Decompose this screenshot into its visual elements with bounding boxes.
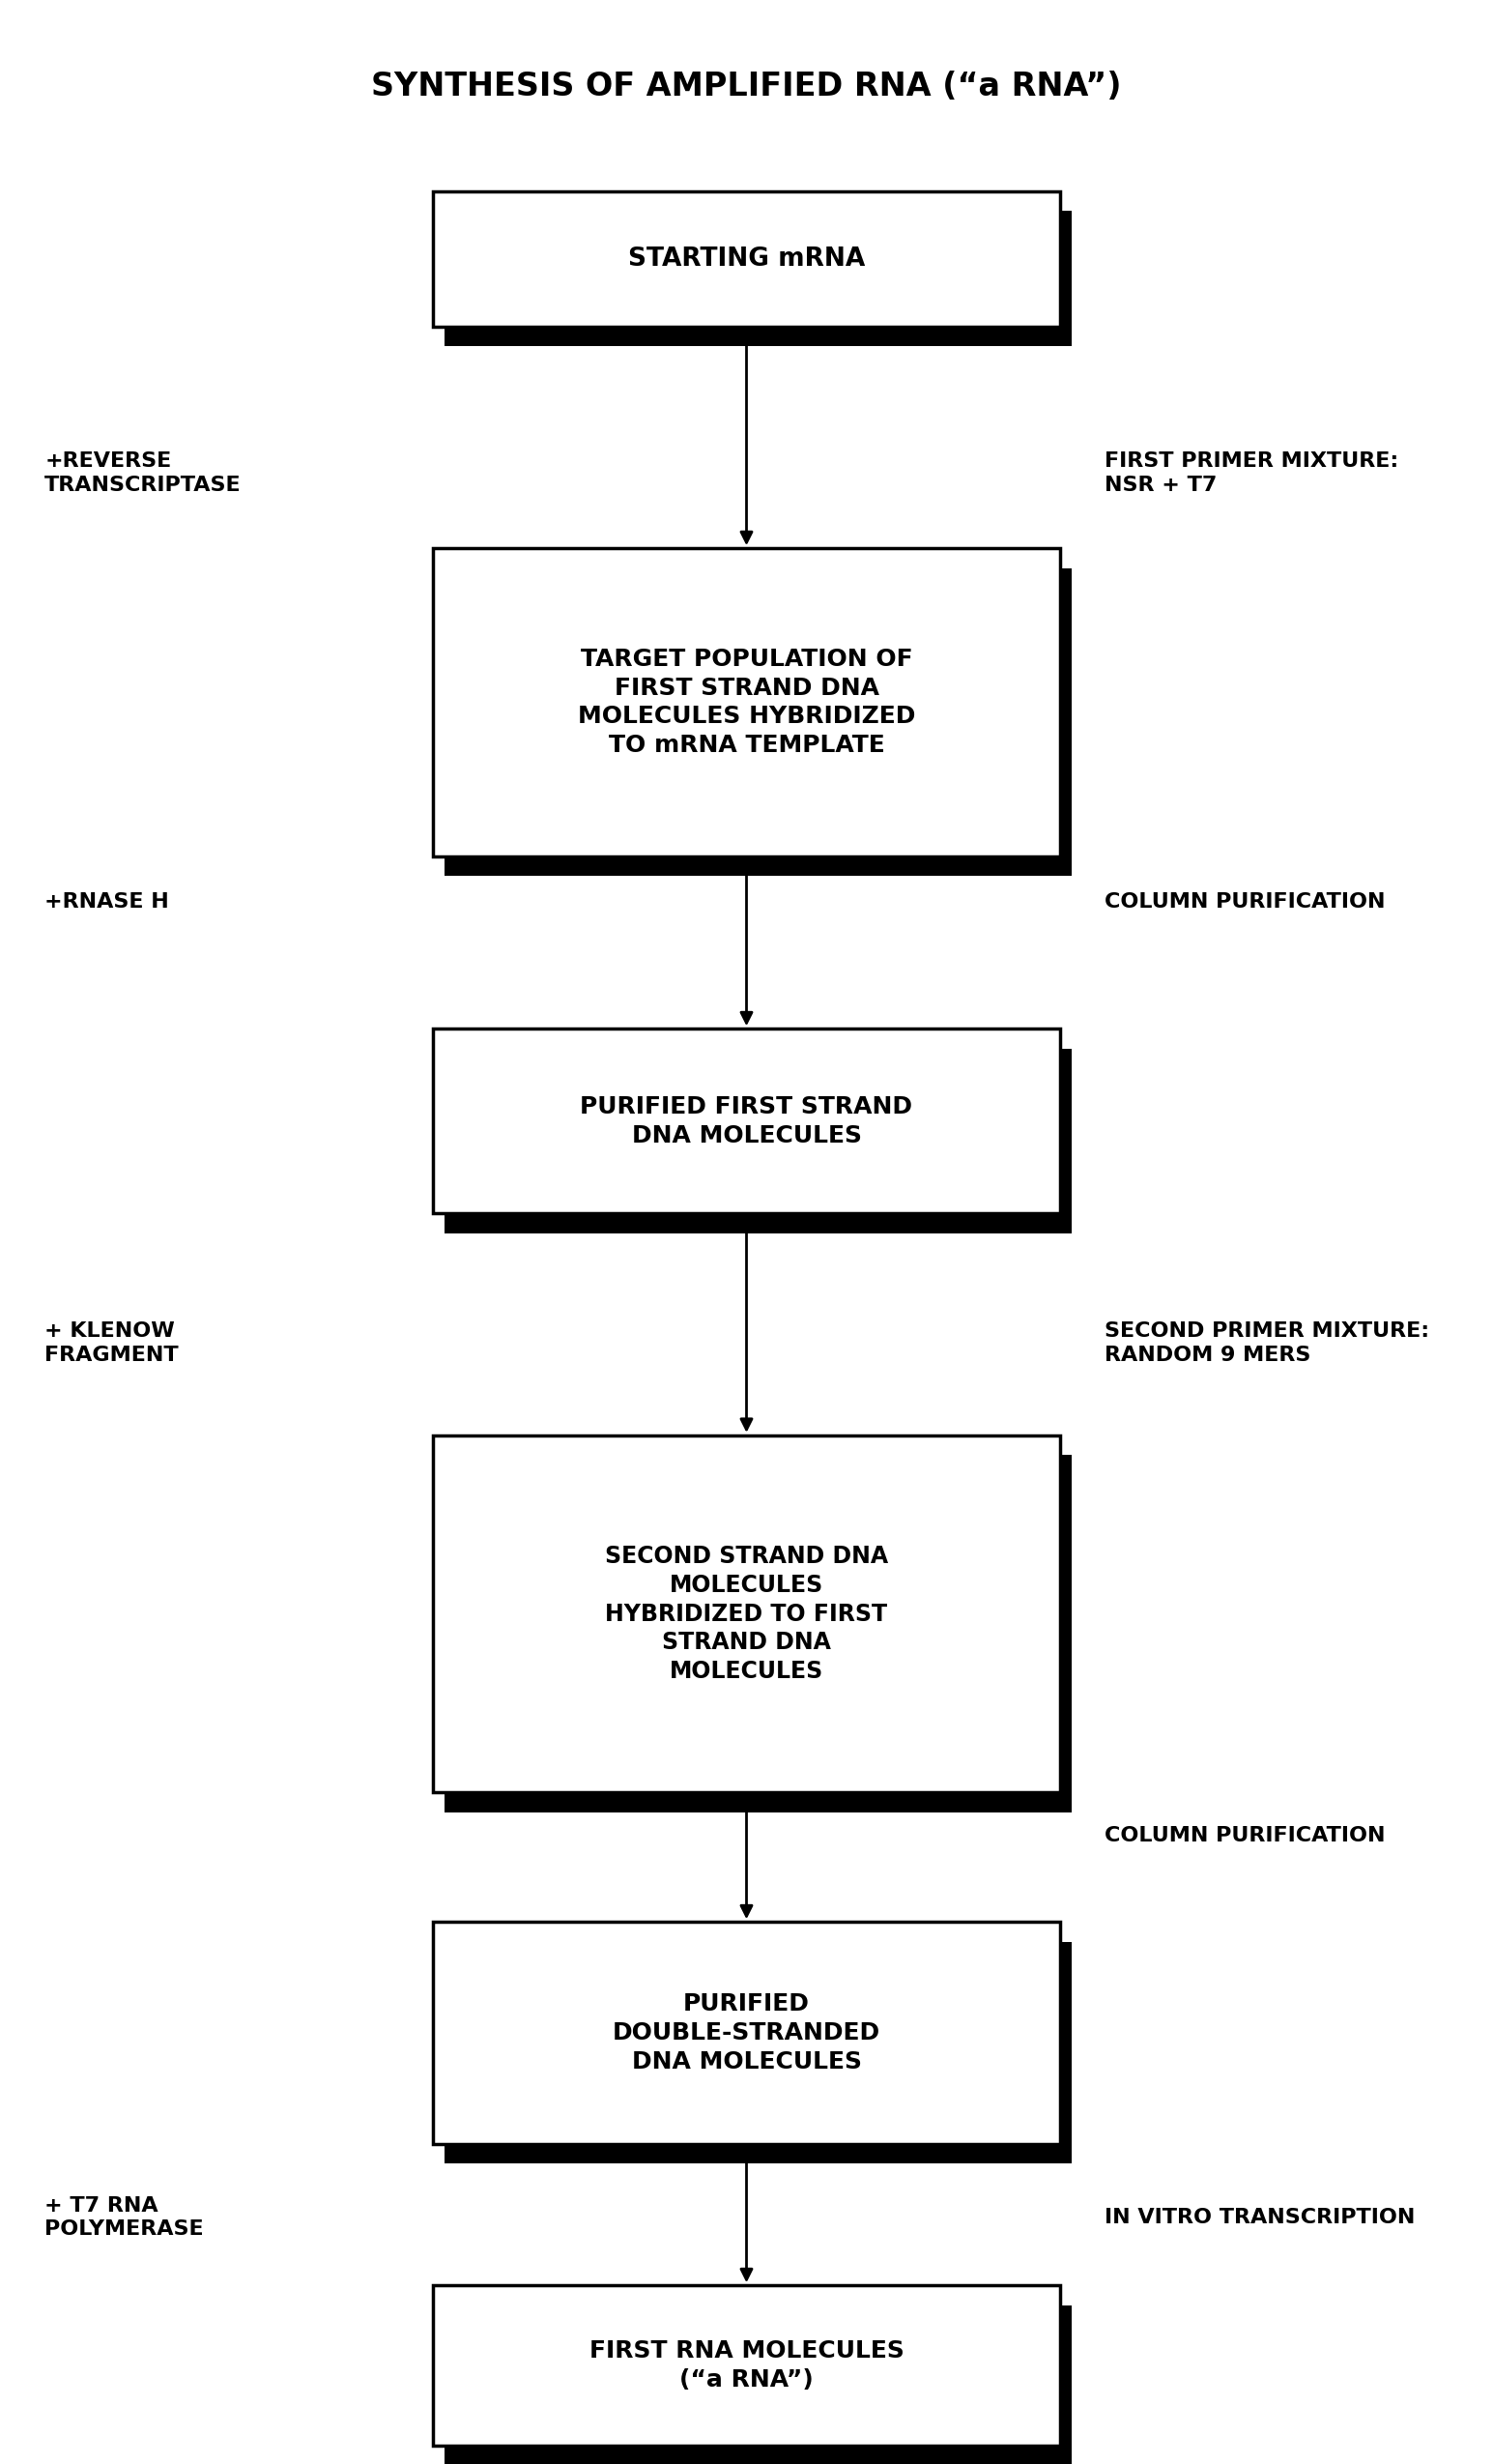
Text: TARGET POPULATION OF
FIRST STRAND DNA
MOLECULES HYBRIDIZED
TO mRNA TEMPLATE: TARGET POPULATION OF FIRST STRAND DNA MO…: [578, 648, 915, 756]
Text: SECOND PRIMER MIXTURE:
RANDOM 9 MERS: SECOND PRIMER MIXTURE: RANDOM 9 MERS: [1105, 1321, 1430, 1365]
Text: PURIFIED
DOUBLE-STRANDED
DNA MOLECULES: PURIFIED DOUBLE-STRANDED DNA MOLECULES: [612, 1993, 881, 2072]
Bar: [433, 2287, 1060, 2444]
Text: SYNTHESIS OF AMPLIFIED RNA (“a RNA”): SYNTHESIS OF AMPLIFIED RNA (“a RNA”): [372, 71, 1121, 101]
Text: FIRST PRIMER MIXTURE:
NSR + T7: FIRST PRIMER MIXTURE: NSR + T7: [1105, 451, 1399, 495]
Text: IN VITRO TRANSCRIPTION: IN VITRO TRANSCRIPTION: [1105, 2208, 1415, 2227]
Bar: [445, 1050, 1072, 1232]
Bar: [433, 190, 1060, 325]
Text: COLUMN PURIFICATION: COLUMN PURIFICATION: [1105, 892, 1386, 912]
Bar: [433, 1434, 1060, 1794]
Text: +RNASE H: +RNASE H: [45, 892, 169, 912]
Bar: [433, 549, 1060, 857]
Text: + T7 RNA
POLYMERASE: + T7 RNA POLYMERASE: [45, 2195, 205, 2240]
Bar: [445, 2306, 1072, 2464]
Text: FIRST RNA MOLECULES
(“a RNA”): FIRST RNA MOLECULES (“a RNA”): [590, 2338, 903, 2393]
Bar: [445, 1454, 1072, 1814]
Bar: [445, 569, 1072, 877]
Text: +REVERSE
TRANSCRIPTASE: +REVERSE TRANSCRIPTASE: [45, 451, 242, 495]
Bar: [445, 212, 1072, 347]
Text: COLUMN PURIFICATION: COLUMN PURIFICATION: [1105, 1826, 1386, 1846]
Text: PURIFIED FIRST STRAND
DNA MOLECULES: PURIFIED FIRST STRAND DNA MOLECULES: [581, 1094, 912, 1148]
Text: SECOND STRAND DNA
MOLECULES
HYBRIDIZED TO FIRST
STRAND DNA
MOLECULES: SECOND STRAND DNA MOLECULES HYBRIDIZED T…: [605, 1545, 888, 1683]
Bar: [433, 1922, 1060, 2144]
Bar: [445, 1942, 1072, 2163]
Text: STARTING mRNA: STARTING mRNA: [629, 246, 864, 271]
Text: + KLENOW
FRAGMENT: + KLENOW FRAGMENT: [45, 1321, 179, 1365]
Bar: [433, 1030, 1060, 1212]
